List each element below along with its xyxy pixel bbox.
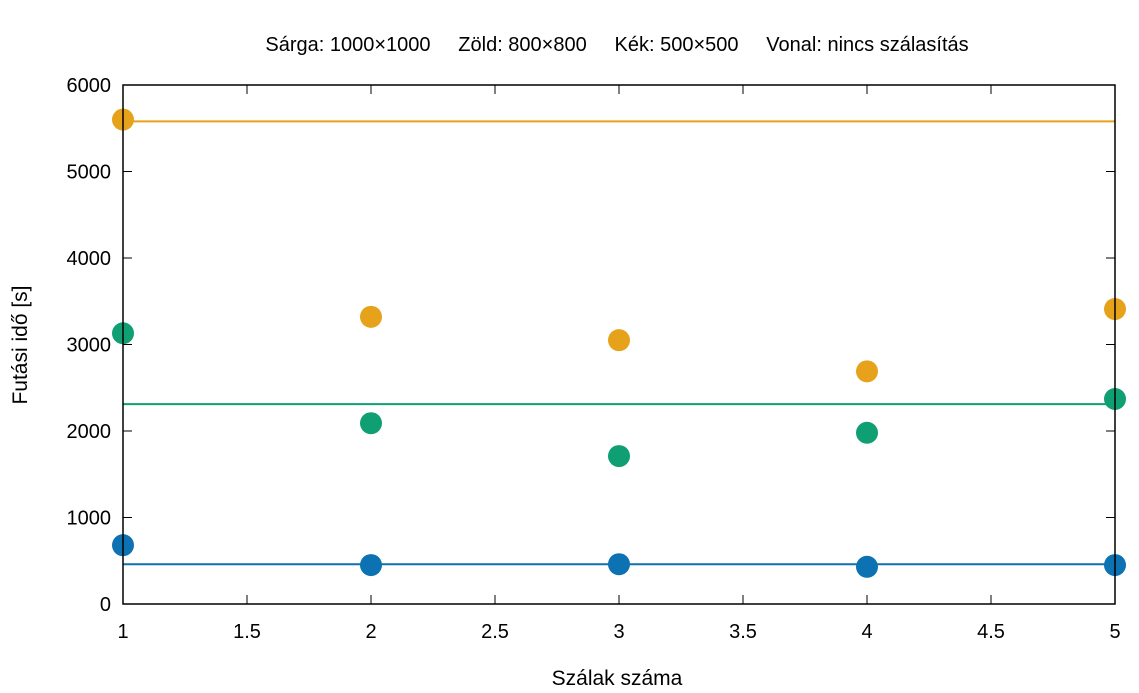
data-point-series-0 — [608, 329, 630, 352]
x-tick-label: 4 — [861, 621, 872, 643]
x-tick-label: 1 — [117, 621, 128, 643]
y-tick-label: 4000 — [67, 248, 112, 270]
data-point-series-2 — [608, 553, 630, 576]
x-tick-label: 4.5 — [977, 621, 1005, 643]
data-point-series-1 — [608, 445, 630, 468]
x-axis: 1 1.5 2 2.5 3 3.5 4 4.5 5 — [117, 85, 1121, 643]
y-axis: 0 1000 2000 3000 4000 5000 6000 — [67, 75, 1115, 616]
data-point-series-2 — [856, 555, 878, 578]
y-tick-label: 5000 — [67, 162, 112, 184]
x-tick-label: 5 — [1109, 621, 1120, 643]
data-point-series-1 — [856, 421, 878, 444]
y-tick-label: 3000 — [67, 335, 112, 357]
x-tick-label: 1.5 — [233, 621, 261, 643]
x-tick-label: 3.5 — [729, 621, 757, 643]
data-point-series-0 — [856, 360, 878, 383]
y-tick-label: 0 — [100, 594, 111, 616]
y-axis-title: Futási idő [s] — [9, 285, 32, 404]
y-tick-label: 6000 — [67, 75, 112, 97]
y-tick-label: 2000 — [67, 421, 112, 443]
y-tick-label: 1000 — [67, 508, 112, 530]
data-points — [112, 108, 1126, 578]
data-point-series-1 — [360, 412, 382, 435]
x-axis-title: Szálak száma — [552, 667, 683, 690]
data-point-series-2 — [360, 554, 382, 577]
data-point-series-0 — [360, 305, 382, 328]
x-tick-label: 2 — [365, 621, 376, 643]
x-tick-label: 2.5 — [481, 621, 509, 643]
chart-legend: Sárga: 1000×1000 Zöld: 800×800 Kék: 500×… — [265, 34, 968, 56]
x-tick-label: 3 — [613, 621, 624, 643]
